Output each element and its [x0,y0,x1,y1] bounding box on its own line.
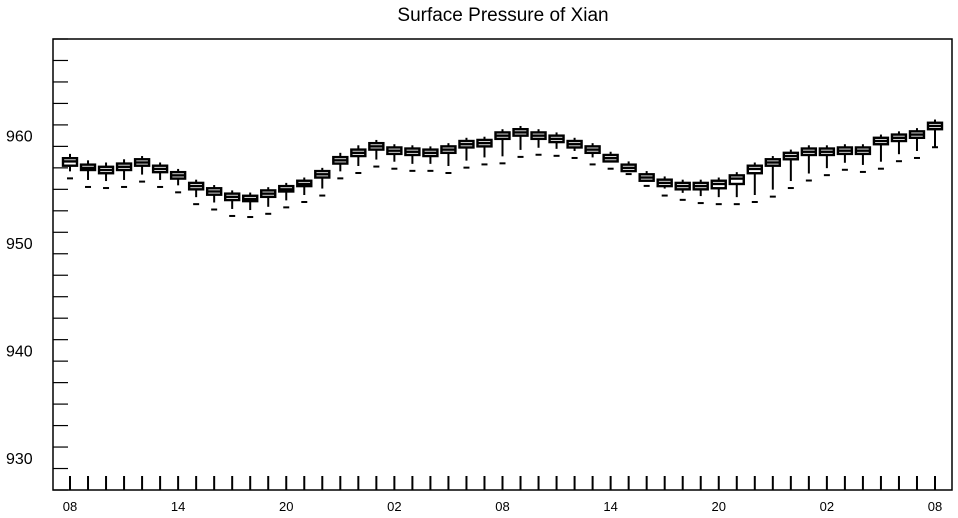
box-item [872,134,890,170]
x-tick-label: 08 [495,499,509,514]
box-item [169,168,187,194]
box-item [746,162,763,203]
y-tick-label: 960 [6,129,33,146]
plot-frame [52,38,953,491]
box-item [296,177,313,203]
box-item [692,179,709,205]
y-axis: 930 940 950 960 [6,38,68,491]
box-item [782,149,800,190]
box-item [260,187,277,215]
box-item [638,171,655,187]
box-item [350,145,367,175]
box-item [151,162,169,188]
box-item [566,137,583,159]
y-tick-label: 940 [6,343,33,360]
box-item [908,128,926,159]
x-tick-label: 02 [820,499,834,514]
box-item [890,131,908,163]
box-item [818,145,836,177]
box-item [440,143,457,175]
box-item [422,146,439,172]
box-item [404,145,421,172]
box-item [386,144,403,170]
box-item [314,167,331,197]
box-item [548,132,565,157]
box-item [278,182,295,209]
box-item [115,159,133,188]
box-item [764,156,782,198]
x-tick-label: 08 [928,499,942,514]
box-item [187,179,205,206]
box-item [656,176,673,197]
x-tick-label: 20 [712,499,726,514]
box-item [530,129,547,156]
y-tick-label: 930 [6,451,33,468]
box-item [926,119,944,149]
box-item [332,152,349,180]
box-item [458,137,475,169]
x-tick-label: 14 [171,499,185,514]
box-item [620,161,637,176]
box-item [728,172,745,206]
box-item [800,145,818,182]
box-item [854,144,872,173]
box-item [368,139,385,168]
box-item [602,151,619,170]
box-item [223,190,241,217]
box-item [242,192,259,219]
x-tick-label: 14 [603,499,617,514]
x-tick-label: 02 [387,499,401,514]
box-item [79,160,97,188]
box-item [710,177,727,206]
box-item [97,162,115,190]
box-item [584,143,601,166]
x-tick-label: 08 [63,499,77,514]
box-item [205,185,223,211]
box-item [133,156,151,183]
box-item [512,125,529,158]
x-tick-label: 20 [279,499,293,514]
box-item [494,129,511,165]
box-item [476,136,493,166]
y-tick-label: 950 [6,236,33,253]
box-series [61,119,944,219]
chart-title: Surface Pressure of Xian [397,5,609,26]
box-item [836,144,854,171]
x-axis: 08 14 20 02 08 14 20 02 08 [63,476,942,514]
box-item [61,153,79,180]
box-item [674,179,691,201]
